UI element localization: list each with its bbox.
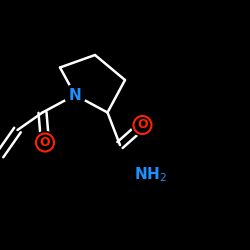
Text: N: N: [68, 88, 82, 102]
Circle shape: [132, 114, 154, 136]
Circle shape: [132, 114, 153, 136]
Circle shape: [64, 84, 86, 105]
Text: O: O: [137, 118, 148, 132]
Text: NH$_2$: NH$_2$: [134, 166, 166, 184]
Circle shape: [34, 132, 56, 153]
Circle shape: [34, 132, 56, 154]
Circle shape: [140, 164, 160, 186]
Text: O: O: [40, 136, 50, 149]
